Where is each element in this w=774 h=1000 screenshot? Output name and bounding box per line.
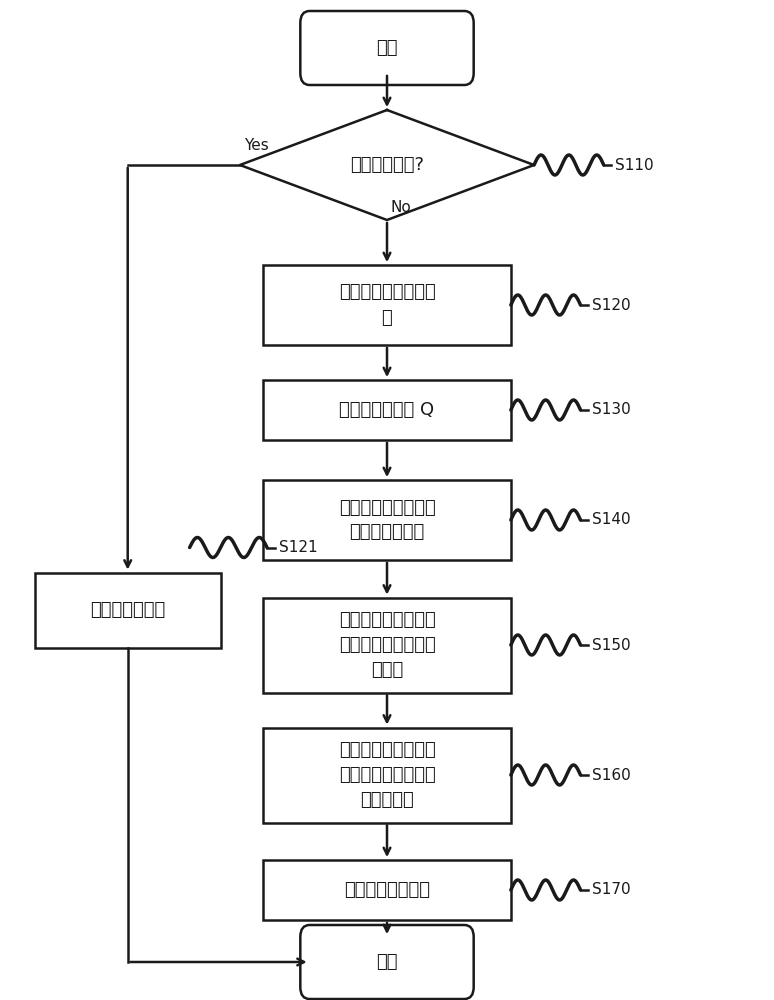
Text: Yes: Yes — [244, 138, 269, 153]
Text: S120: S120 — [592, 298, 631, 312]
Bar — [35, 572, 221, 648]
Text: S150: S150 — [592, 638, 631, 652]
Text: S110: S110 — [615, 157, 654, 172]
FancyBboxPatch shape — [300, 11, 474, 85]
Bar — [263, 597, 511, 692]
Bar — [263, 265, 511, 345]
Text: 结束: 结束 — [376, 953, 398, 971]
Text: 计算各充电桩当前充
电服务剩余时间: 计算各充电桩当前充 电服务剩余时间 — [339, 498, 435, 542]
Text: 开始: 开始 — [376, 39, 398, 57]
Text: 输出充电排队时长: 输出充电排队时长 — [344, 881, 430, 899]
Polygon shape — [240, 110, 534, 220]
Text: 估算充电量需求 Q: 估算充电量需求 Q — [340, 401, 434, 419]
Bar — [263, 480, 511, 560]
Bar — [263, 380, 511, 440]
Text: 得到预进入充电区进
行充电的电动汽车充
电排队时长: 得到预进入充电区进 行充电的电动汽车充 电排队时长 — [339, 741, 435, 809]
Text: S130: S130 — [592, 402, 631, 418]
Text: 采集电动汽车行驶数
据: 采集电动汽车行驶数 据 — [339, 284, 435, 326]
Text: 分配空闲充电桩: 分配空闲充电桩 — [90, 601, 166, 619]
Text: No: No — [390, 200, 411, 215]
Text: 计算排队充电的电动
汽车完成充电服务所
需时间: 计算排队充电的电动 汽车完成充电服务所 需时间 — [339, 611, 435, 679]
Text: S140: S140 — [592, 512, 631, 528]
Bar — [263, 860, 511, 920]
FancyBboxPatch shape — [300, 925, 474, 999]
Text: S170: S170 — [592, 882, 631, 898]
Text: S160: S160 — [592, 768, 631, 782]
Text: 充电桩有空闲?: 充电桩有空闲? — [350, 156, 424, 174]
Text: S121: S121 — [279, 540, 317, 555]
Bar — [263, 728, 511, 822]
